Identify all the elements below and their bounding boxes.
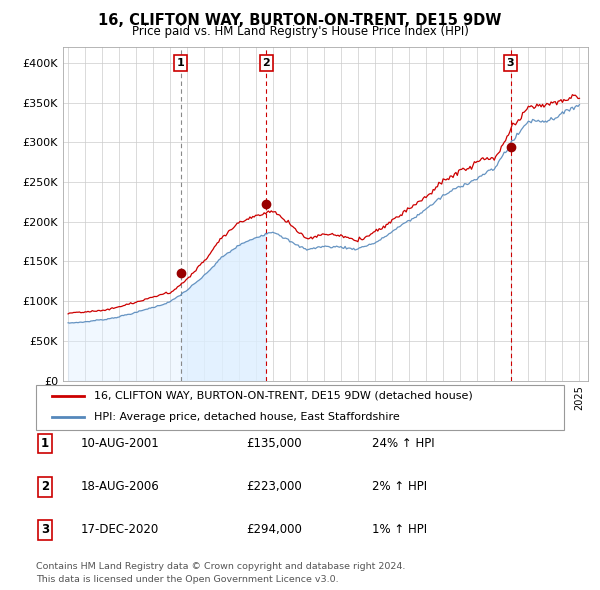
Text: £223,000: £223,000 — [246, 480, 302, 493]
Text: Price paid vs. HM Land Registry's House Price Index (HPI): Price paid vs. HM Land Registry's House … — [131, 25, 469, 38]
Text: 10-AUG-2001: 10-AUG-2001 — [81, 437, 160, 450]
Text: 24% ↑ HPI: 24% ↑ HPI — [372, 437, 434, 450]
Text: 16, CLIFTON WAY, BURTON-ON-TRENT, DE15 9DW (detached house): 16, CLIFTON WAY, BURTON-ON-TRENT, DE15 9… — [94, 391, 473, 401]
Text: £294,000: £294,000 — [246, 523, 302, 536]
Text: 3: 3 — [41, 523, 49, 536]
Text: 16, CLIFTON WAY, BURTON-ON-TRENT, DE15 9DW: 16, CLIFTON WAY, BURTON-ON-TRENT, DE15 9… — [98, 13, 502, 28]
Text: 3: 3 — [507, 58, 514, 68]
Text: 2: 2 — [262, 58, 270, 68]
Text: 17-DEC-2020: 17-DEC-2020 — [81, 523, 159, 536]
Text: 1% ↑ HPI: 1% ↑ HPI — [372, 523, 427, 536]
Text: 2: 2 — [41, 480, 49, 493]
Text: Contains HM Land Registry data © Crown copyright and database right 2024.: Contains HM Land Registry data © Crown c… — [36, 562, 406, 571]
Text: This data is licensed under the Open Government Licence v3.0.: This data is licensed under the Open Gov… — [36, 575, 338, 584]
Text: 18-AUG-2006: 18-AUG-2006 — [81, 480, 160, 493]
Text: HPI: Average price, detached house, East Staffordshire: HPI: Average price, detached house, East… — [94, 412, 400, 422]
Text: 1: 1 — [177, 58, 185, 68]
Text: £135,000: £135,000 — [246, 437, 302, 450]
Text: 2% ↑ HPI: 2% ↑ HPI — [372, 480, 427, 493]
FancyBboxPatch shape — [36, 385, 564, 430]
Text: 1: 1 — [41, 437, 49, 450]
